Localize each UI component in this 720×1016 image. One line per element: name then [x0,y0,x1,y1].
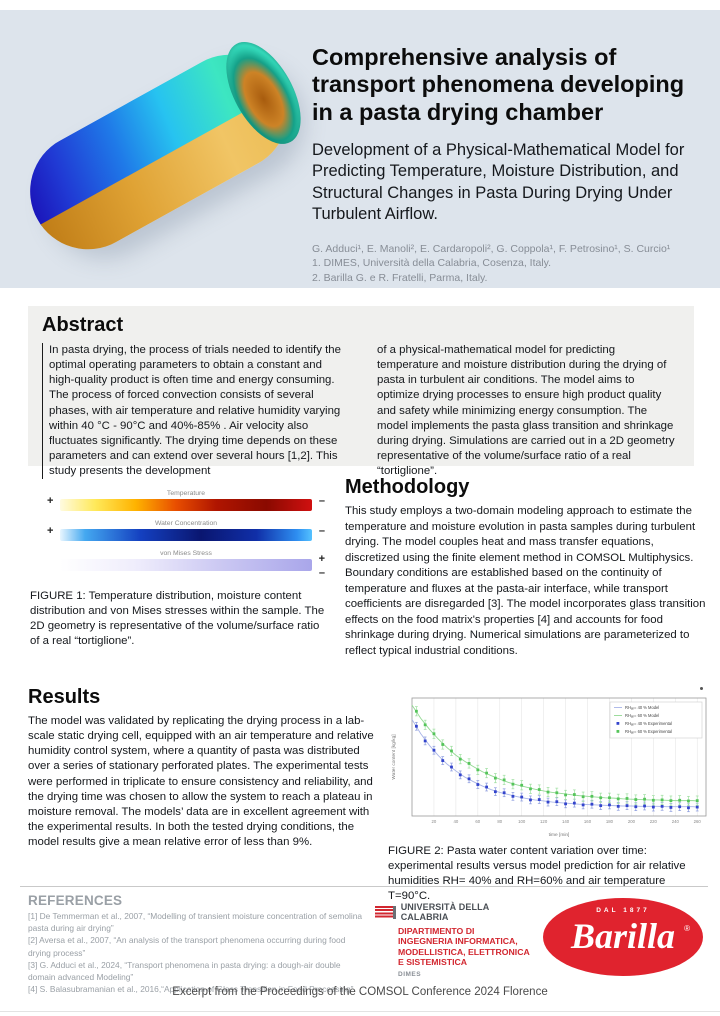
svg-text:160: 160 [584,819,592,824]
footer-text: Excerpt from the Proceedings of the COMS… [172,986,548,998]
svg-text:220: 220 [650,819,658,824]
svg-text:time [min]: time [min] [549,832,570,838]
svg-text:RHₐᵢᵣ= 40 % Model: RHₐᵢᵣ= 40 % Model [625,705,659,710]
figure1: Temperature + – Water Concentration + – … [30,490,342,661]
svg-text:100: 100 [518,819,526,824]
svg-text:140: 140 [562,819,570,824]
references-section: REFERENCES [1] De Temmerman et al., 2007… [28,893,366,995]
svg-text:80: 80 [497,819,502,824]
figure2: 20 40 60 80 100 120 140 160 180 200 220 240 260 time … [388,687,714,916]
unical-dimes-label: DIMES [398,971,422,979]
svg-text:20: 20 [432,819,437,824]
poster-title: Comprehensive analysis of transport phen… [312,44,685,125]
affiliation-1: 1. DIMES, Università della Calabria, Cos… [312,257,552,270]
figure2-corner-mark [700,687,703,690]
plus-sign: + [47,495,54,507]
methodology-heading: Methodology [345,476,470,498]
pasta-render-image [6,28,316,286]
minus-sign: – [318,495,325,507]
references-heading: REFERENCES [28,893,123,908]
svg-text:60: 60 [475,819,480,824]
methodology-section: Methodology This study employs a two-dom… [345,476,708,659]
svg-text:240: 240 [672,819,680,824]
minus-sign: – [318,525,325,537]
results-heading: Results [28,686,101,708]
unical-dept-line: MODELLISTICA, ELETTRONICA [398,946,530,957]
colorbar-water-gradient [60,529,312,541]
abstract-column-1: In pasta drying, the process of trials n… [42,343,349,480]
colorbar-temperature-gradient [60,499,312,511]
unical-dept-line: INGEGNERIA INFORMATICA, [398,936,518,947]
colorbar-von-mises-gradient [60,559,312,571]
barilla-dal-1877: DAL 1877 [596,907,650,914]
svg-text:RHₐᵢᵣ= 60 % Experimental: RHₐᵢᵣ= 60 % Experimental [625,729,672,734]
plus-sign: + [47,525,54,537]
unical-department: DIPARTIMENTO DI INGEGNERIA INFORMATICA, … [398,926,537,967]
figure2-caption: FIGURE 2: Pasta water content variation … [388,845,686,903]
reference-item: [4] S. Balasubramanian et al., 2016,“App… [28,984,354,995]
abstract-heading: Abstract [42,314,124,336]
reference-item: [2] Aversa et al., 2007, “An analysis of… [28,935,346,958]
svg-text:180: 180 [606,819,614,824]
colorbar-water-label: Water Concentration [154,520,218,527]
minus-sign: – [318,567,325,579]
abstract-section: Abstract In pasta drying, the process of… [28,306,694,480]
unical-dept-line: E SISTEMISTICA [398,956,468,967]
header-band: Comprehensive analysis of transport phen… [0,10,720,288]
pasta-tube-graphic [9,29,316,271]
svg-text:120: 120 [540,819,548,824]
colorbar-temperature-label: Temperature [166,490,206,497]
affiliation-2: 2. Barilla G. e R. Fratelli, Parma, Ital… [312,272,488,285]
poster-subtitle: Development of a Physical-Mathematical M… [312,140,685,224]
authors-line: G. Adduci¹, E. Manoli², E. Cardaropoli²,… [312,242,671,255]
registered-trademark-icon: ® [684,924,690,933]
svg-text:RHₐᵢᵣ= 40 % Experimental: RHₐᵢᵣ= 40 % Experimental [625,721,672,726]
colorbar-water-concentration: Water Concentration + – [47,520,325,541]
svg-text:40: 40 [453,819,458,824]
bottom-divider-line [0,1011,720,1012]
svg-text:200: 200 [628,819,636,824]
abstract-column-2: of a physical-mathematical model for pre… [377,344,675,478]
unical-dept-line: DIPARTIMENTO DI [398,926,475,936]
unical-logo: UNIVERSITÀ DELLA CALABRIA DIPARTIMENTO D… [375,902,537,978]
unical-logo-top: UNIVERSITÀ DELLA CALABRIA [375,902,537,922]
barilla-wordmark: Barilla [570,916,676,956]
reference-item: [1] De Temmerman et al., 2007, “Modellin… [28,911,363,934]
results-section: Results The model was validated by repli… [28,686,374,850]
figure2-chart-svg: 20 40 60 80 100 120 140 160 180 200 220 240 260 time … [388,690,714,838]
svg-text:RHₐᵢᵣ= 60 % Model: RHₐᵢᵣ= 60 % Model [625,713,659,718]
section-divider-line [20,886,708,887]
unical-name: UNIVERSITÀ DELLA CALABRIA [400,902,489,922]
abstract-columns: In pasta drying, the process of trials n… [42,343,680,480]
colorbar-temperature: Temperature + – [47,490,325,511]
barilla-logo: DAL 1877 Barilla ® [543,898,703,976]
colorbar-von-mises: von Mises Stress + – [60,550,325,579]
svg-text:260: 260 [694,819,702,824]
unical-flag-icon [375,905,396,919]
plus-sign: + [318,553,325,565]
figure1-caption: FIGURE 1: Temperature distribution, mois… [30,590,325,648]
results-body: The model was validated by replicating t… [28,715,374,849]
svg-text:Water content [kg/kg]: Water content [kg/kg] [391,734,397,779]
title-block: Comprehensive analysis of transport phen… [312,44,704,286]
methodology-body: This study employs a two-domain modeling… [345,505,706,657]
colorbar-von-mises-label: von Mises Stress [160,550,212,557]
reference-item: [3] G. Adduci et al., 2024, “Transport p… [28,959,341,982]
